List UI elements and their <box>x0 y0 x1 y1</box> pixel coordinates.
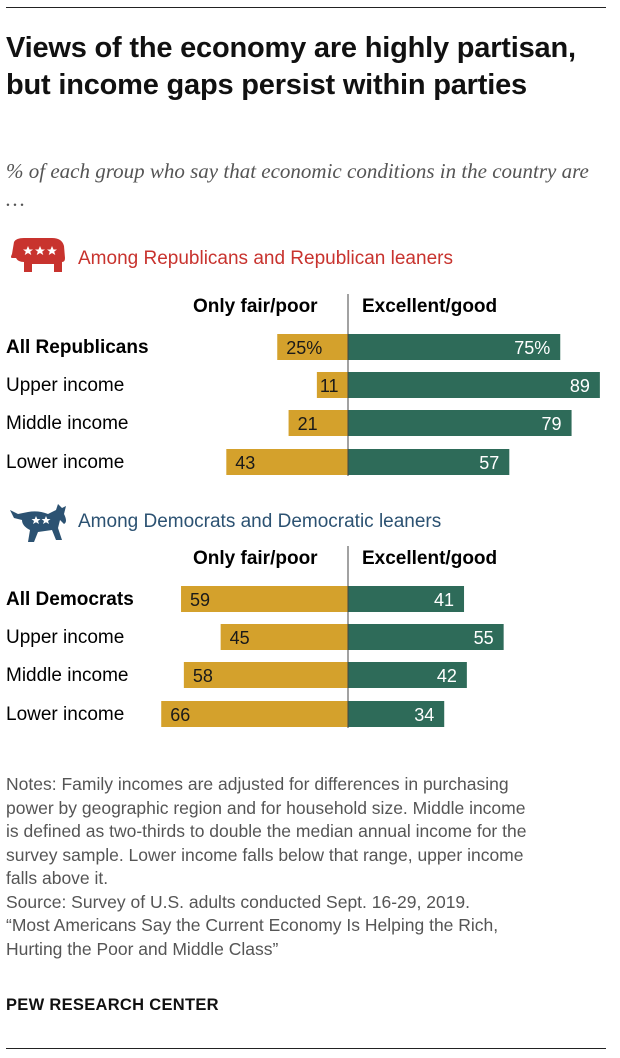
bar-negative <box>226 449 348 475</box>
bar-negative <box>161 701 348 727</box>
rep-category-1: Upper income <box>6 375 125 396</box>
data-label-negative: 25% <box>286 338 322 358</box>
data-label-positive: 75% <box>514 338 550 358</box>
data-label-positive: 41 <box>434 590 454 610</box>
data-label-negative: 58 <box>193 666 213 686</box>
data-label-positive: 79 <box>542 414 562 434</box>
bar-negative <box>288 410 348 436</box>
data-label-negative: 11 <box>320 376 339 396</box>
data-label-negative: 59 <box>190 590 210 610</box>
bar-positive <box>348 372 600 398</box>
rep-category-3: Lower income <box>6 452 125 473</box>
bar-positive <box>348 449 510 475</box>
data-label-negative: 43 <box>235 453 255 473</box>
data-label-positive: 34 <box>414 705 434 725</box>
chart-title: Views of the economy are highly partisan… <box>6 32 576 101</box>
chart-subtitle: % of each group who say that economic co… <box>6 159 589 211</box>
bar-negative <box>277 334 348 360</box>
bar-negative <box>316 372 348 398</box>
bar-positive <box>348 410 572 436</box>
bar-positive <box>348 334 561 360</box>
data-label-negative: 45 <box>230 628 250 648</box>
rep-col-head-negative: Only fair/poor <box>193 296 318 317</box>
data-label-positive: 55 <box>474 628 494 648</box>
republican-group-label: Among Republicans and Republican leaners <box>78 248 453 269</box>
note-line: Notes: Family incomes are adjusted for d… <box>6 774 509 794</box>
diverging-bar-chart: 25% 75% 11 89 21 79 43 57 59 41 45 55 58 42 66 34 <box>161 294 600 728</box>
bar-negative <box>220 624 348 650</box>
bar-negative <box>181 586 348 612</box>
report-title-line: “Most Americans Say the Current Economy … <box>6 915 499 935</box>
bottom-rule <box>6 1048 606 1049</box>
data-label-positive: 89 <box>570 376 590 396</box>
data-label-positive: 42 <box>437 666 457 686</box>
elephant-icon <box>11 238 65 272</box>
data-label-negative: 66 <box>170 705 190 725</box>
bar-positive <box>348 662 467 688</box>
note-line: is defined as two-thirds to double the m… <box>6 821 527 841</box>
bar-positive <box>348 701 445 727</box>
democrat-group-label: Among Democrats and Democratic leaners <box>78 511 442 532</box>
note-line: falls above it. <box>6 868 109 888</box>
note-line: power by geographic region and for house… <box>6 797 526 818</box>
dem-col-head-negative: Only fair/poor <box>193 548 318 569</box>
chart-notes: Notes: Family incomes are adjusted for d… <box>6 773 611 961</box>
brand-logo-text: PEW RESEARCH CENTER <box>6 996 219 1014</box>
rep-category-2: Middle income <box>6 413 129 434</box>
bar-negative <box>183 662 348 688</box>
data-label-positive: 57 <box>479 453 499 473</box>
data-label-negative: 21 <box>298 414 318 434</box>
dem-category-0: All Democrats <box>6 589 134 610</box>
dem-category-2: Middle income <box>6 665 129 686</box>
source-line: Source: Survey of U.S. adults conducted … <box>6 891 471 912</box>
donkey-icon <box>10 504 66 542</box>
dem-col-head-positive: Excellent/good <box>362 548 498 569</box>
note-line: survey sample. Lower income falls below … <box>6 844 524 865</box>
rep-category-0: All Republicans <box>6 337 149 358</box>
dem-category-1: Upper income <box>6 627 125 648</box>
bar-positive <box>348 586 465 612</box>
bar-positive <box>348 624 504 650</box>
rep-col-head-positive: Excellent/good <box>362 296 498 317</box>
dem-category-3: Lower income <box>6 704 125 725</box>
report-title-line: Hurting the Poor and Middle Class” <box>6 938 279 959</box>
top-rule <box>6 7 606 8</box>
